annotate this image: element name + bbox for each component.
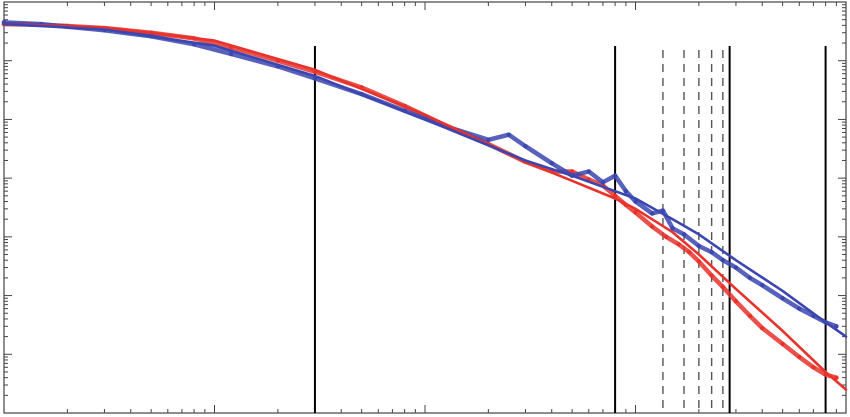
red-data-point: [709, 273, 714, 278]
blue-data-point: [720, 258, 726, 263]
blue-data-point: [780, 296, 785, 301]
blue-data-point: [586, 169, 592, 174]
blue-data-point: [600, 180, 606, 185]
red-data-point: [676, 241, 681, 247]
blue-data-point: [486, 137, 491, 142]
blue-data-point: [834, 324, 839, 329]
red-data-point: [687, 249, 692, 255]
red-data-point: [760, 325, 765, 331]
blue-data-point: [760, 283, 765, 288]
blue-data-point: [623, 188, 629, 194]
blue-data-point: [696, 243, 702, 249]
plot-frame: [3, 1, 847, 414]
red-data-point: [696, 259, 702, 264]
red-data-point: [633, 210, 638, 215]
blue-data-point: [523, 143, 528, 149]
red-data-point: [649, 224, 655, 229]
vertical-guide-lines: [313, 46, 827, 413]
blue-data-point: [228, 51, 234, 57]
red-data-point: [747, 313, 753, 319]
plot-border: [3, 1, 847, 414]
red-data-point: [733, 299, 739, 304]
blue-data-point: [506, 132, 511, 137]
blue-data-point: [649, 211, 655, 216]
red-data-line: [1, 21, 839, 380]
blue-data-point: [612, 173, 618, 178]
blue-data-point: [670, 226, 675, 231]
series-layer: [1, 20, 848, 391]
blue-data-point: [747, 275, 753, 281]
blue-data-point: [660, 208, 666, 213]
red-data-point: [664, 234, 669, 240]
red-data-point: [811, 365, 816, 370]
blue-data-point: [681, 232, 687, 237]
blue-data-point: [797, 306, 802, 311]
red-data-point: [720, 284, 726, 290]
red-data-point: [780, 341, 785, 347]
red-data-point: [797, 354, 802, 360]
blue-fit-line: [2, 22, 848, 338]
blue-data-point: [733, 265, 739, 270]
blue-data-point: [709, 249, 714, 255]
axis-ticks: [3, 2, 846, 414]
blue-data-point: [549, 160, 554, 166]
red-fit-line: [2, 22, 848, 391]
